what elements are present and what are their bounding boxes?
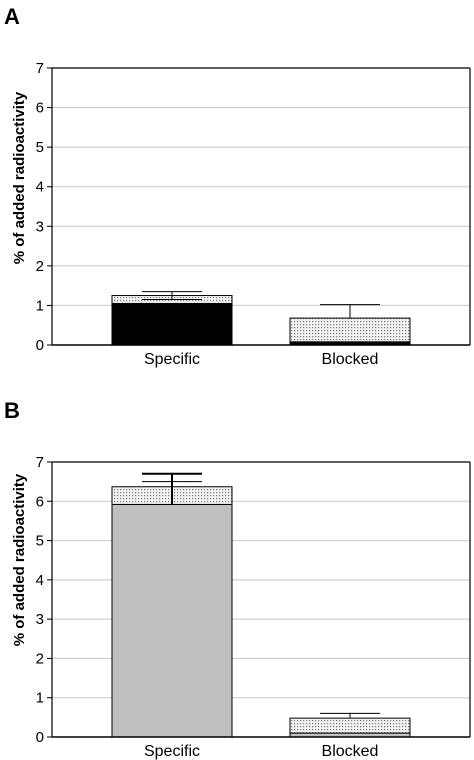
- bar-segment: [111, 503, 233, 738]
- y-tick-label: 0: [36, 729, 44, 746]
- x-tick-label: Specific: [144, 743, 200, 760]
- y-tick-label: 7: [36, 60, 44, 77]
- bar-segment: [289, 317, 411, 343]
- y-tick-label: 5: [36, 139, 44, 156]
- y-tick-label: 2: [36, 258, 44, 275]
- y-tick-label: 3: [36, 611, 44, 628]
- panel-letter: B: [4, 398, 20, 423]
- bar-segment: [289, 717, 411, 734]
- y-tick-label: 7: [36, 454, 44, 471]
- y-tick-label: 5: [36, 533, 44, 550]
- y-tick-label: 4: [36, 179, 44, 196]
- panel-a: A % of added radioactivity 0 1 2 3 4 5 6 7 Speci…: [4, 4, 471, 368]
- y-axis-label: % of added radioactivity: [11, 473, 28, 646]
- y-tick-label: 4: [36, 572, 44, 589]
- y-tick-label: 0: [36, 337, 44, 354]
- y-axis-label: % of added radioactivity: [11, 91, 28, 264]
- x-tick-label: Blocked: [322, 743, 379, 760]
- y-tick-label: 1: [36, 297, 44, 314]
- y-tick-label: 2: [36, 650, 44, 667]
- y-tick-label: 3: [36, 218, 44, 235]
- x-tick-label: Blocked: [322, 351, 379, 368]
- y-tick-label: 1: [36, 690, 44, 707]
- y-tick-label: 6: [36, 493, 44, 510]
- panel-letter: A: [4, 4, 20, 29]
- bar-segment: [111, 302, 233, 346]
- y-tick-label: 6: [36, 100, 44, 117]
- panel-b: B % of added radioactivity 0 1 2 3 4 5 6 7 Speci…: [4, 398, 471, 760]
- x-tick-label: Specific: [144, 351, 200, 368]
